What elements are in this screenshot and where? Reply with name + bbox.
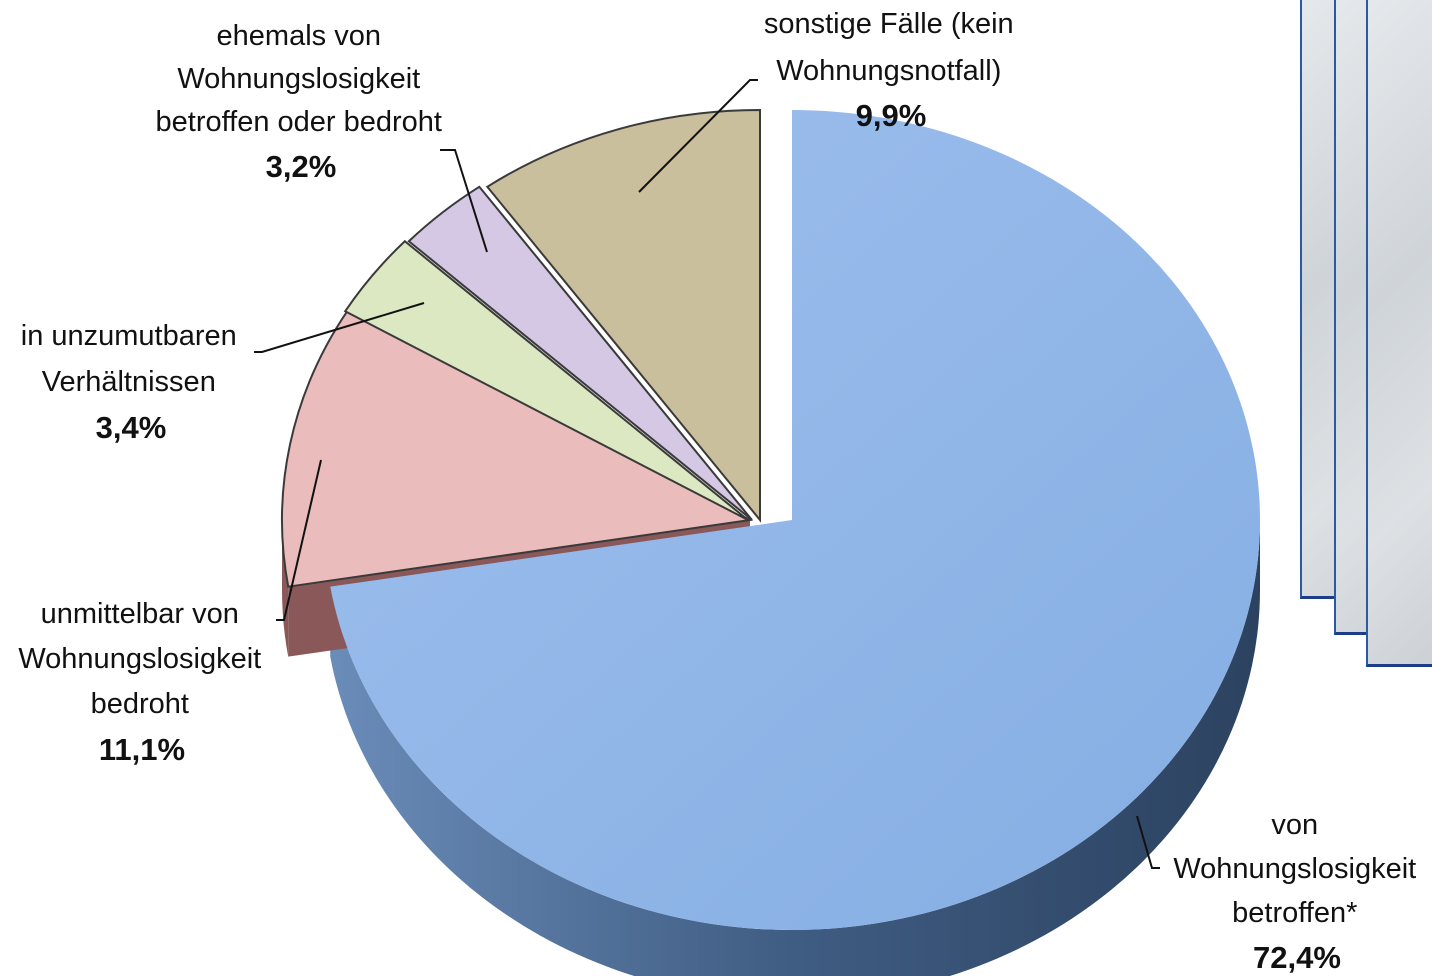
leader-line-betroffen xyxy=(1136,815,1160,869)
slice-unzumutbar xyxy=(343,239,749,521)
leader-line-unzumutbar xyxy=(254,302,425,353)
slice-betroffen xyxy=(330,110,1261,930)
slice-sonstige xyxy=(485,108,761,523)
slice-label-sonstige: sonstige Fälle (kein Wohnungsnotfall) 9,… xyxy=(764,8,1018,133)
slice-label-bedroht: unmittelbar von Wohnungslosigkeit bedroh… xyxy=(18,598,265,767)
leader-line-ehemals xyxy=(440,149,488,253)
slice-bedroht xyxy=(281,309,754,588)
leader-line-bedroht xyxy=(276,459,322,621)
leader-line-sonstige xyxy=(638,79,758,193)
slice-label-unzumutbar: in unzumutbaren Verhältnissen 3,4% xyxy=(21,320,241,445)
background-card-3 xyxy=(1366,0,1432,667)
slice-label-ehemals: ehemals von Wohnungslosigkeit betroffen … xyxy=(156,20,447,184)
slice-ehemals xyxy=(407,185,753,521)
slice-label-betroffen: von Wohnungslosigkeit betroffen* 72,4% xyxy=(1173,809,1420,975)
